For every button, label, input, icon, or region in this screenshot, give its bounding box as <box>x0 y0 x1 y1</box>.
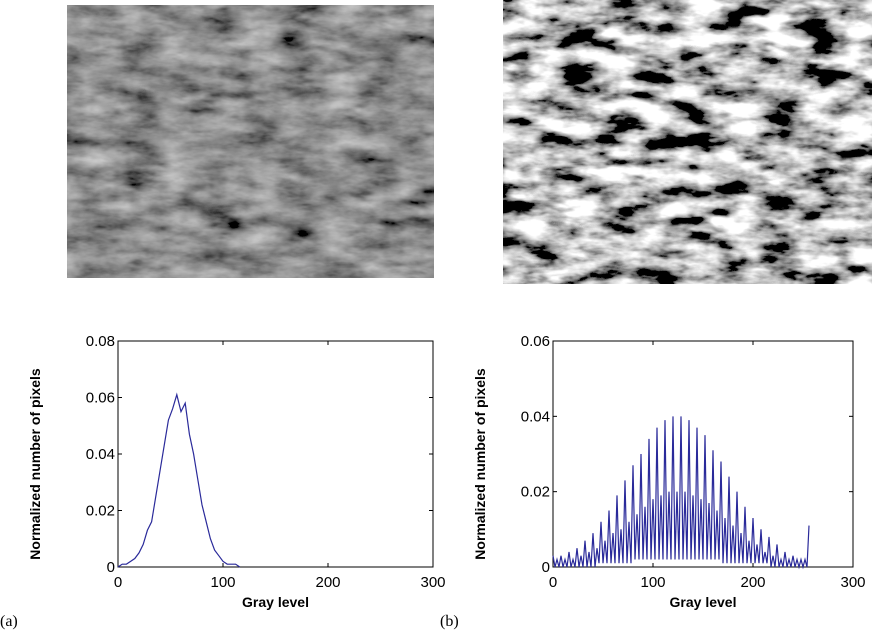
data-line <box>552 416 810 570</box>
plot-area <box>117 340 434 568</box>
y-tick-label: 0.06 <box>521 333 550 350</box>
y-tick-label: 0.08 <box>86 333 115 350</box>
y-axis-label: Normalized number of pixels <box>27 368 43 560</box>
data-line <box>117 392 241 568</box>
image-a <box>67 5 434 278</box>
x-tick-label: 200 <box>315 574 340 591</box>
x-tick-label: 300 <box>420 574 445 591</box>
x-tick-label: 200 <box>740 574 765 591</box>
x-tick-label: 300 <box>840 574 865 591</box>
image-b <box>503 0 872 284</box>
y-tick-label: 0.04 <box>521 408 550 425</box>
y-axis-label: Normalized number of pixels <box>472 368 488 560</box>
y-tick-label: 0 <box>107 559 115 576</box>
x-axis-label: Gray level <box>670 594 737 610</box>
x-axis-label: Gray level <box>242 594 309 610</box>
y-tick-label: 0.02 <box>86 503 115 520</box>
x-tick-label: 0 <box>549 574 557 591</box>
y-tick-label: 0.02 <box>521 484 550 501</box>
y-tick-label: 0.04 <box>86 446 115 463</box>
x-tick-label: 0 <box>114 574 122 591</box>
y-tick-label: 0.06 <box>86 390 115 407</box>
panel-label: (a) <box>0 613 18 630</box>
x-tick-label: 100 <box>640 574 665 591</box>
y-tick-label: 0 <box>542 559 550 576</box>
x-tick-label: 100 <box>210 574 235 591</box>
panel-label: (b) <box>440 613 459 630</box>
